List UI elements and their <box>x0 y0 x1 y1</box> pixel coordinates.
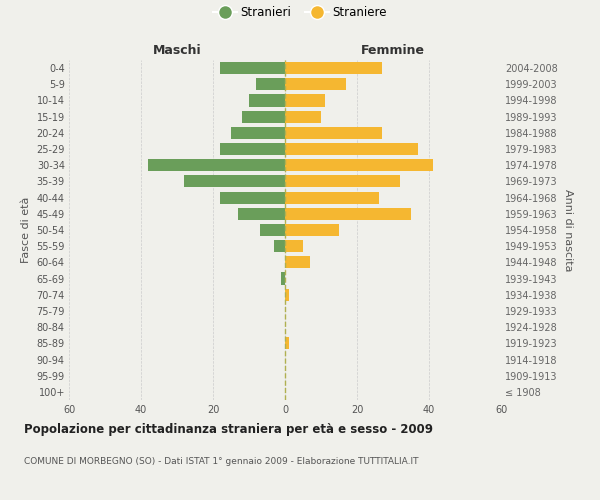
Bar <box>285 78 346 90</box>
Bar <box>285 240 303 252</box>
Bar <box>274 240 285 252</box>
Bar <box>238 208 285 220</box>
Bar <box>285 288 289 301</box>
Y-axis label: Fasce di età: Fasce di età <box>21 197 31 263</box>
Bar <box>256 78 285 90</box>
Bar <box>249 94 285 106</box>
Bar <box>285 224 339 236</box>
Bar <box>285 192 379 203</box>
Bar <box>285 256 310 268</box>
Bar <box>184 176 285 188</box>
Bar <box>220 143 285 155</box>
Bar <box>285 94 325 106</box>
Bar <box>231 127 285 139</box>
Text: COMUNE DI MORBEGNO (SO) - Dati ISTAT 1° gennaio 2009 - Elaborazione TUTTITALIA.I: COMUNE DI MORBEGNO (SO) - Dati ISTAT 1° … <box>24 458 419 466</box>
Bar <box>220 62 285 74</box>
Text: Femmine: Femmine <box>361 44 425 57</box>
Text: Popolazione per cittadinanza straniera per età e sesso - 2009: Popolazione per cittadinanza straniera p… <box>24 422 433 436</box>
Y-axis label: Anni di nascita: Anni di nascita <box>563 188 574 271</box>
Bar <box>285 338 289 349</box>
Bar <box>285 176 400 188</box>
Bar <box>260 224 285 236</box>
Text: Maschi: Maschi <box>152 44 202 57</box>
Legend: Stranieri, Straniere: Stranieri, Straniere <box>213 6 387 19</box>
Bar <box>285 143 418 155</box>
Bar <box>281 272 285 284</box>
Bar <box>285 159 433 172</box>
Bar <box>242 110 285 122</box>
Bar <box>285 110 321 122</box>
Bar <box>220 192 285 203</box>
Bar <box>285 208 411 220</box>
Bar <box>285 127 382 139</box>
Bar <box>285 62 382 74</box>
Bar <box>148 159 285 172</box>
